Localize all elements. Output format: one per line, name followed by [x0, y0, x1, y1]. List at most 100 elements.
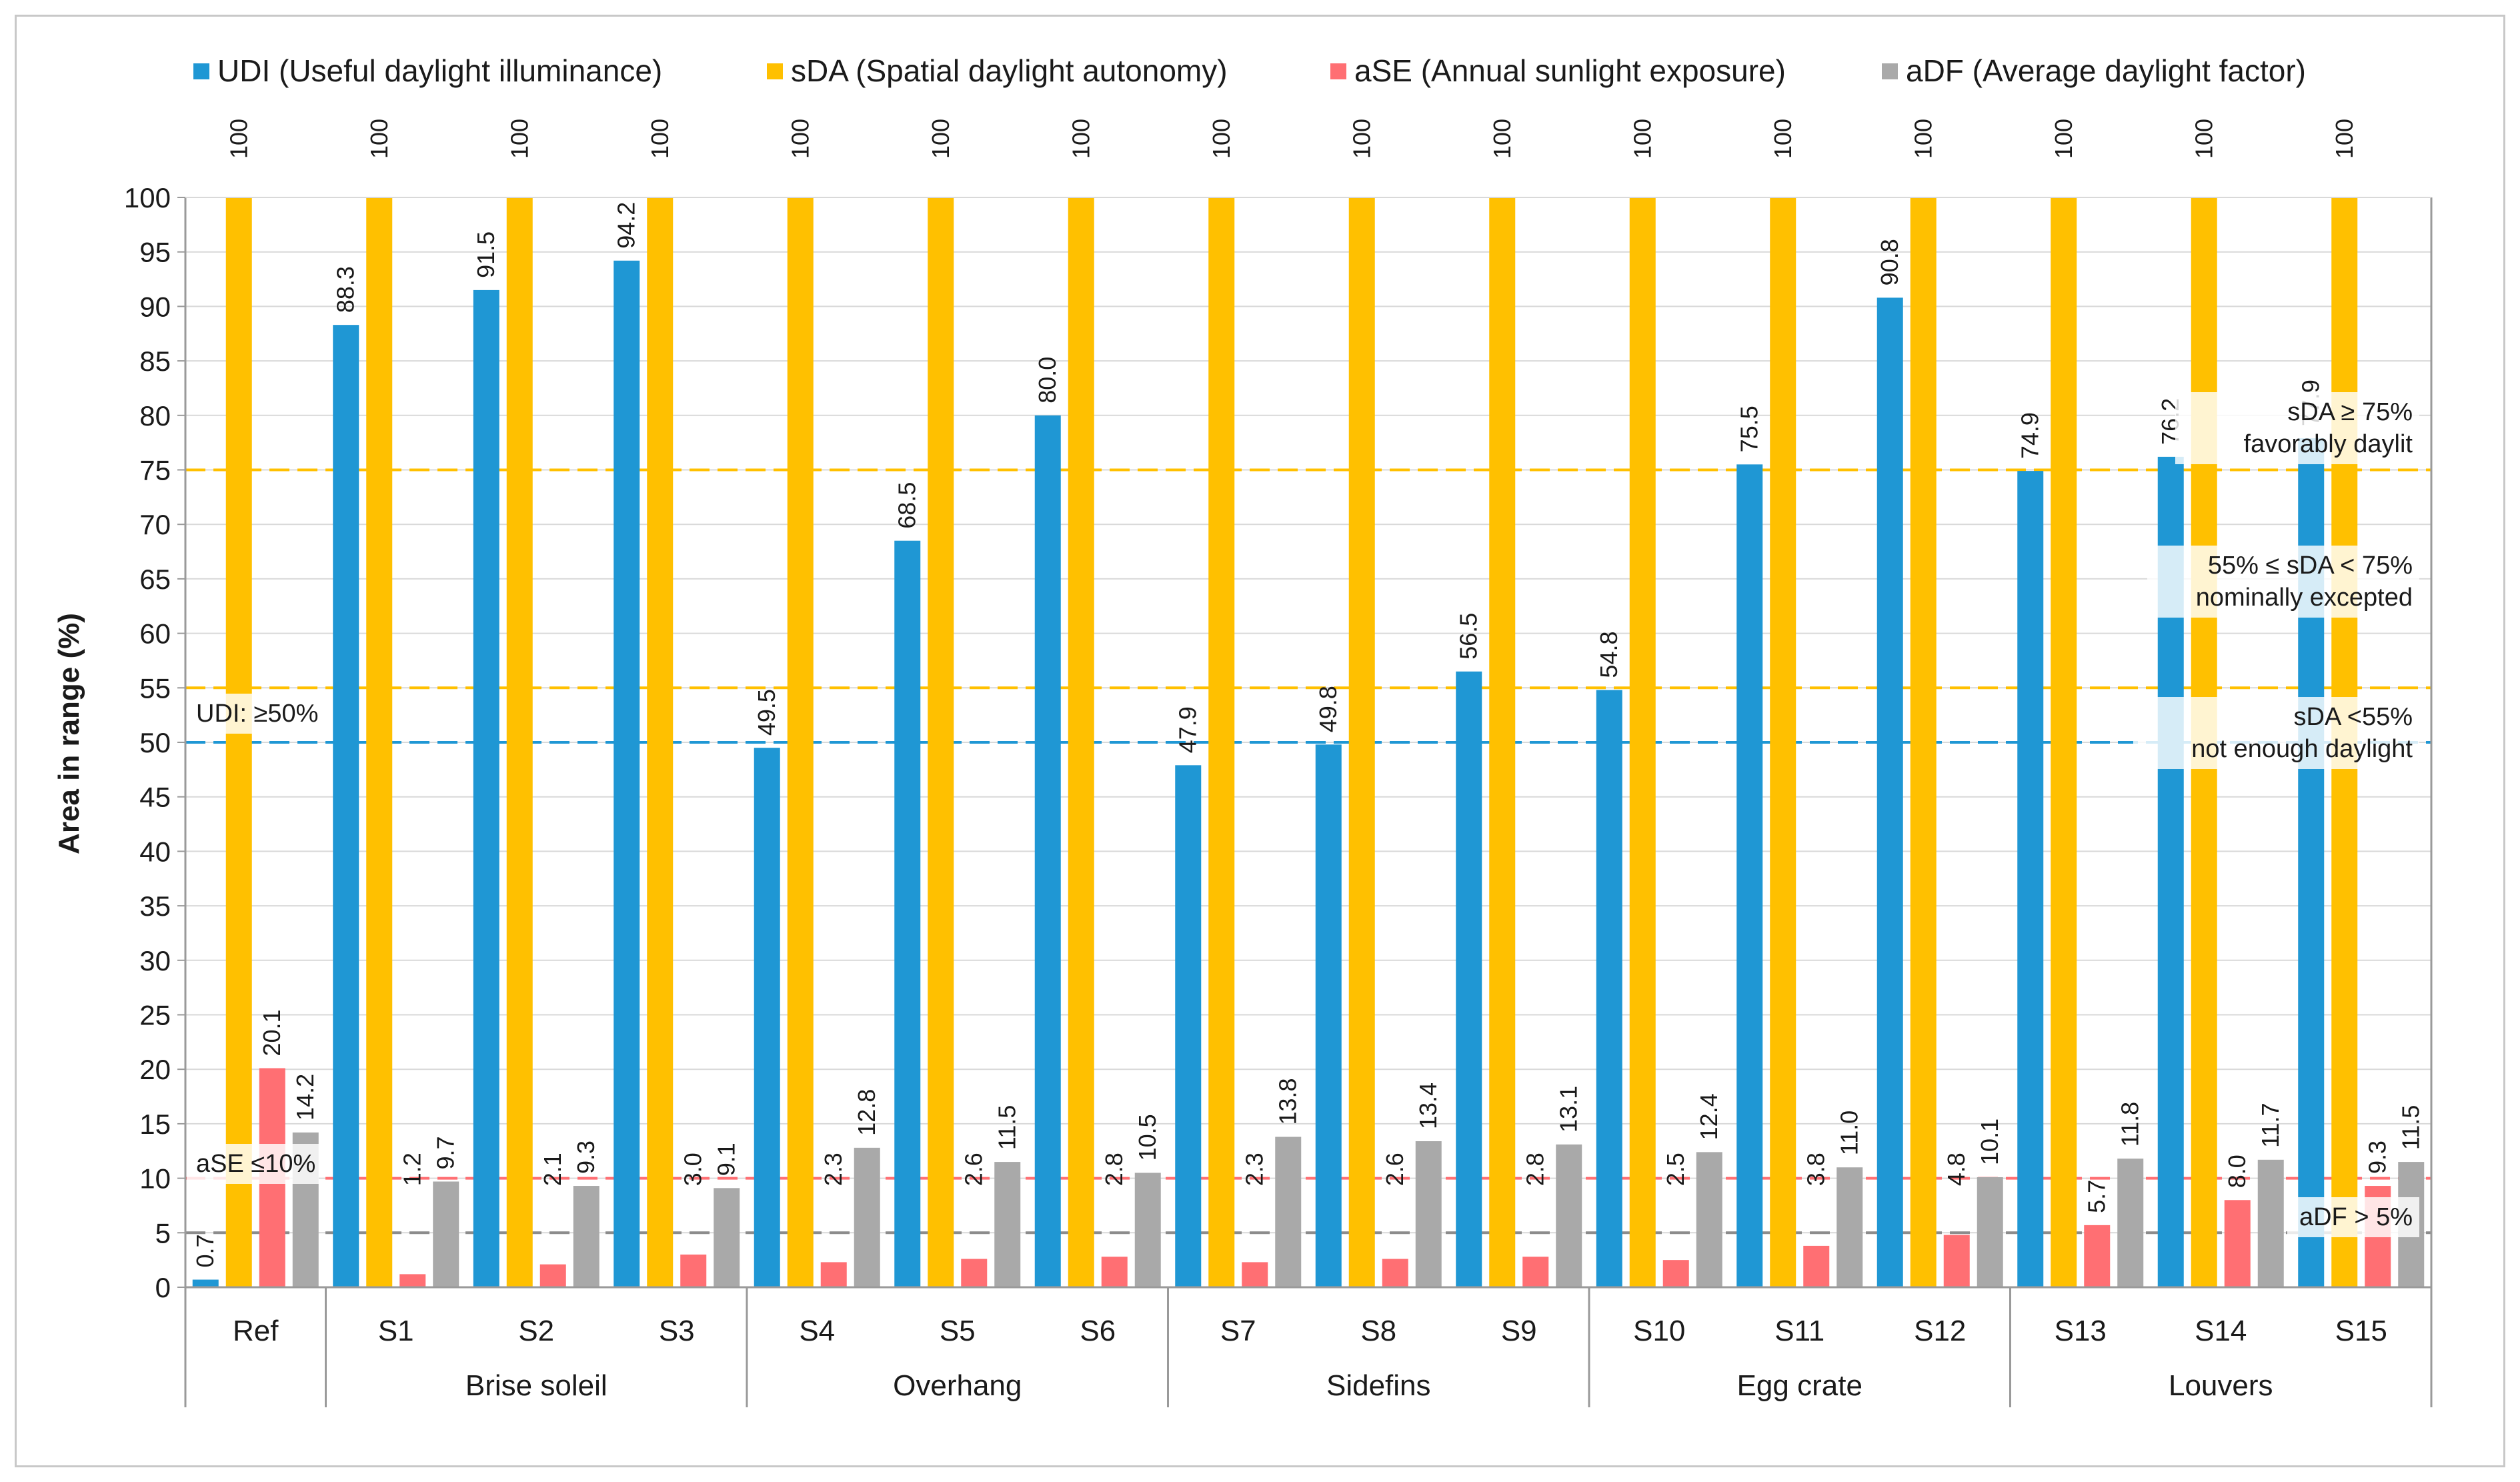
- bar: [1629, 197, 1656, 1287]
- y-tick-label: 45: [139, 782, 171, 813]
- data-label: 75.5: [1736, 406, 1763, 452]
- data-label: 54.8: [1595, 631, 1622, 678]
- y-tick-label: 15: [139, 1108, 171, 1140]
- y-tick-label: 40: [139, 836, 171, 867]
- group-label: Louvers: [2169, 1369, 2273, 1402]
- bar: [1315, 744, 1342, 1287]
- y-tick-label: 70: [139, 509, 171, 540]
- axes-layer: 0 5 10 15 20 25 30 35 40 45 50 55 60 65 70 75 80 85 90 95 10…: [124, 182, 2433, 1407]
- data-label: 2.8: [1522, 1153, 1549, 1186]
- annotation-text: not enough daylight: [2191, 735, 2413, 763]
- bar: [894, 540, 921, 1288]
- data-label: 11.5: [2397, 1105, 2425, 1150]
- bar: [613, 260, 640, 1288]
- bar: [433, 1181, 459, 1287]
- data-label: 100: [225, 119, 252, 159]
- bar: [1943, 1235, 1970, 1287]
- bar: [1489, 197, 1516, 1287]
- y-tick-label: 25: [139, 1000, 171, 1031]
- x-tick-label: S2: [518, 1315, 554, 1347]
- data-label: 2.6: [960, 1153, 988, 1186]
- data-label: 20.1: [258, 1009, 285, 1056]
- bar: [1596, 690, 1622, 1287]
- bar: [820, 1262, 847, 1287]
- x-tick-label: S14: [2195, 1315, 2247, 1347]
- bar: [1275, 1137, 1302, 1287]
- bar: [333, 325, 359, 1288]
- y-tick-label: 80: [139, 400, 171, 432]
- bar: [1348, 197, 1375, 1287]
- bar: [366, 197, 393, 1287]
- group-label: Egg crate: [1737, 1369, 1862, 1402]
- data-label: 9.3: [2364, 1141, 2391, 1174]
- bars-layer: [192, 197, 2425, 1288]
- bar: [1556, 1144, 1582, 1287]
- annotation-text: sDA ≥ 75%: [2287, 398, 2413, 426]
- data-label: 11.8: [2117, 1102, 2144, 1147]
- legend-label: aDF (Average daylight factor): [1906, 53, 2306, 88]
- data-label: 88.3: [332, 266, 359, 313]
- x-tick-label: S12: [1914, 1315, 1966, 1347]
- annotation-text: 55% ≤ sDA < 75%: [2208, 552, 2413, 580]
- data-label: 1.2: [399, 1153, 426, 1186]
- bar: [2017, 471, 2044, 1287]
- bar: [1910, 197, 1937, 1287]
- data-label: 47.9: [1174, 706, 1202, 753]
- data-label: 10.1: [1976, 1119, 2003, 1165]
- data-label: 14.2: [291, 1074, 319, 1121]
- data-label: 100: [2190, 119, 2217, 159]
- y-tick-label: 65: [139, 564, 171, 595]
- data-label: 100: [1348, 119, 1375, 159]
- annotation-text: aDF > 5%: [2299, 1203, 2413, 1231]
- annotation-text: favorably daylit: [2244, 430, 2413, 458]
- group-label: Brise soleil: [465, 1369, 607, 1402]
- data-label: 4.8: [1943, 1153, 1970, 1186]
- data-label: 49.5: [753, 689, 780, 736]
- group-label: Overhang: [893, 1369, 1022, 1402]
- bar: [854, 1147, 880, 1287]
- annotation-text: nominally excepted: [2196, 584, 2413, 612]
- annotation-box: [2175, 392, 2419, 464]
- data-label: 100: [1909, 119, 1937, 159]
- data-label: 90.8: [1876, 239, 1903, 285]
- bar: [787, 197, 814, 1287]
- data-label: 8.0: [2223, 1155, 2251, 1188]
- data-label: 2.5: [1662, 1153, 1689, 1186]
- data-label: 100: [505, 119, 533, 159]
- data-label: 100: [646, 119, 674, 159]
- data-label: 80.0: [1034, 357, 1061, 404]
- y-tick-label: 90: [139, 291, 171, 322]
- x-tick-label: S11: [1774, 1315, 1824, 1347]
- x-tick-label: S6: [1080, 1315, 1116, 1347]
- data-label: 100: [2331, 119, 2358, 159]
- data-label: 100: [1208, 119, 1235, 159]
- bar: [1736, 464, 1763, 1287]
- data-label: 100: [2050, 119, 2077, 159]
- bar: [1803, 1245, 1830, 1287]
- reference-lines: [185, 468, 2431, 1235]
- legend-label: UDI (Useful daylight illuminance): [217, 53, 662, 88]
- bar: [473, 289, 499, 1287]
- bar: [1134, 1173, 1161, 1287]
- x-tick-label: S4: [799, 1315, 835, 1347]
- bar: [1175, 765, 1202, 1287]
- legend: UDI (Useful daylight illuminance) sDA (Sp…: [193, 53, 2306, 88]
- data-label: 12.4: [1695, 1093, 1722, 1140]
- y-tick-label: 50: [139, 727, 171, 758]
- data-label: 49.8: [1314, 686, 1342, 732]
- bar: [961, 1259, 988, 1287]
- bar: [1770, 197, 1796, 1287]
- data-label: 91.5: [472, 231, 499, 278]
- y-tick-label: 0: [155, 1272, 171, 1303]
- bar: [192, 1279, 219, 1287]
- bar: [1382, 1259, 1408, 1287]
- data-label: 5.7: [2083, 1180, 2111, 1213]
- legend-swatch: [767, 63, 783, 79]
- bar: [573, 1186, 599, 1287]
- bar: [1456, 671, 1482, 1287]
- chart-frame: [15, 15, 2505, 1467]
- legend-label: sDA (Spatial daylight autonomy): [791, 53, 1228, 88]
- bar: [539, 1264, 566, 1287]
- y-tick-label: 35: [139, 890, 171, 922]
- annotation-box: [2287, 1197, 2419, 1237]
